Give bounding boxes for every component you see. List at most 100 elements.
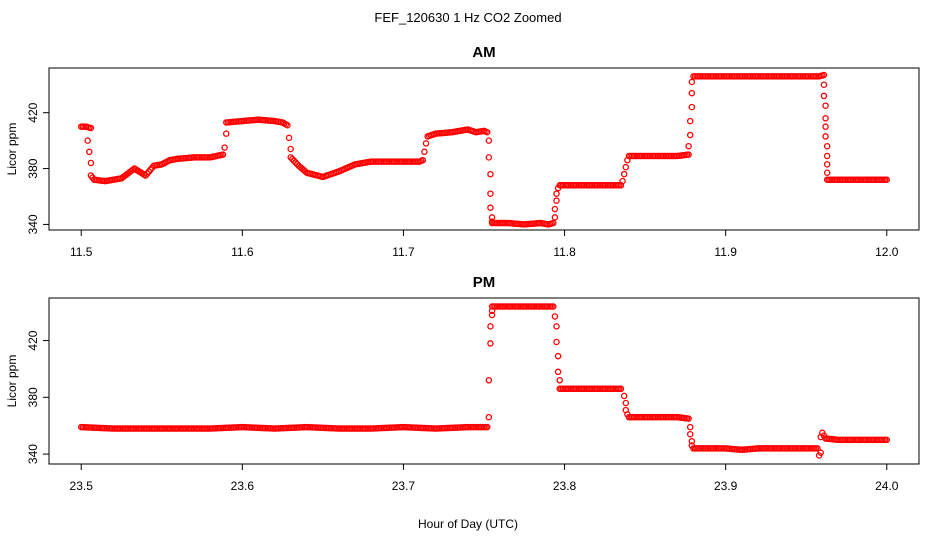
data-point [483,423,491,431]
data-point [419,156,427,164]
y-tick-label: 340 [26,214,40,234]
panel-pm: PM Licor ppm 23.5 23.6 23.7 23.8 23.9 24.0 340 38… [5,274,920,493]
panel-title: PM [473,274,496,291]
x-tick-label: 11.9 [714,245,737,259]
data-point [487,340,494,347]
data-point [551,205,559,213]
y-tick-label: 380 [26,158,40,178]
data-point [685,415,692,422]
data-point [87,124,95,132]
x-axis-label: Hour of Day (UTC) [418,517,518,531]
data-point [487,204,494,211]
data-point [487,190,494,197]
plot-frame [48,67,920,231]
data-point [287,145,294,153]
data-point [553,197,560,204]
data-point [553,338,560,346]
data-point [823,152,831,160]
data-point [685,142,692,150]
x-tick-label: 11.7 [392,245,415,259]
data-point [620,392,628,400]
data-point [554,352,562,360]
x-tick-label: 23.6 [231,479,255,493]
data-point [624,156,631,164]
data-point [87,159,95,167]
data-point [685,151,692,158]
data-point [817,449,824,456]
data-point [488,311,496,319]
data-point [820,81,828,89]
data-point [624,411,631,418]
data-point [622,399,630,407]
data-point [554,184,562,192]
data-point [488,214,496,221]
data-point [822,133,829,140]
data-point [822,123,829,130]
data-point [221,144,228,151]
data-point [817,433,824,441]
data-point [84,137,91,144]
data-point [222,130,230,137]
x-tick-label: 23.8 [553,479,577,493]
data-point [686,423,694,431]
y-tick-label: 380 [26,387,40,407]
x-tick-label: 23.5 [70,479,94,493]
data-point [550,219,557,227]
x-tick-label: 23.9 [714,479,738,493]
data-point [421,148,428,156]
data-point [219,151,227,158]
data-point [553,323,560,330]
data-point [487,170,494,178]
data-point [485,377,493,384]
data-point [617,385,625,393]
data-point [619,177,626,185]
data-point [620,170,628,178]
data-point [289,155,296,163]
data-point [485,137,493,144]
data-point [553,190,560,197]
data-point [883,176,891,183]
data-point [688,78,696,86]
x-tick-label: 11.5 [70,245,93,259]
data-point [883,436,891,444]
x-tick-label: 12.0 [875,245,899,259]
data-point [550,303,557,310]
data-point [688,103,696,111]
x-tick-label: 24.0 [875,479,899,493]
data-point [688,442,696,449]
data-point [820,92,828,100]
data-point [487,323,494,330]
y-axis-label: Licor ppm [5,355,19,408]
data-point [688,89,696,97]
data-point [622,163,630,171]
data-point [823,142,831,150]
x-tick-label: 11.8 [553,245,576,259]
data-point [688,438,696,445]
data-point [686,430,694,438]
y-tick-label: 340 [26,444,40,464]
data-point [488,307,496,315]
data-point [290,157,298,164]
data-point [485,154,493,161]
data-point [285,134,293,142]
data-point [551,313,559,320]
data-point [822,115,829,122]
data-points [77,303,891,459]
data-point [292,159,299,166]
panel-am: AM Licor ppm 11.5 11.6 11.7 11.8 11.9 12.0 340 38… [5,44,920,259]
y-tick-label: 420 [26,102,40,122]
data-point [551,214,559,221]
data-point [488,218,496,225]
data-point [686,131,694,139]
data-point [820,71,828,79]
data-point [422,140,430,147]
data-point [86,148,93,156]
y-tick-label: 420 [26,330,40,350]
data-point [284,122,291,129]
data-points [77,71,891,228]
figure-title: FEF_120630 1 Hz CO2 Zoomed [374,10,561,25]
data-point [485,413,493,421]
data-point [686,117,694,125]
